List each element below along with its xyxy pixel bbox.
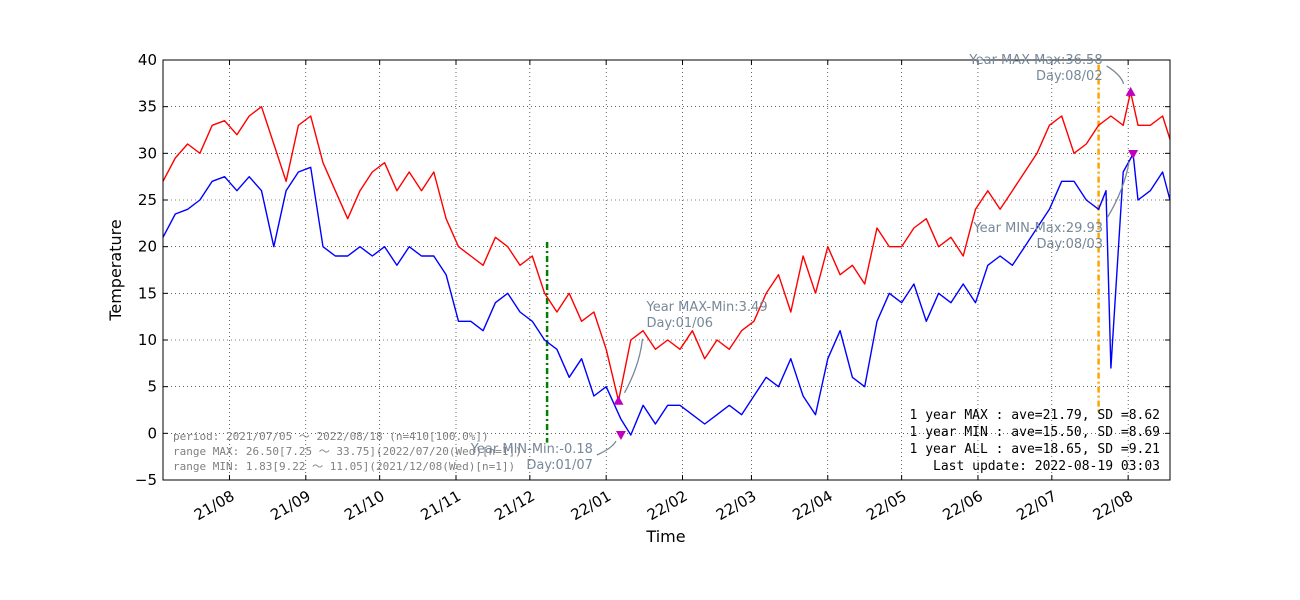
- annotation-text: Day:01/06: [646, 316, 713, 331]
- annotation-arrow: [596, 440, 617, 456]
- y-tick-label: 20: [138, 238, 157, 256]
- y-tick-label: 10: [138, 331, 157, 349]
- min-temperature-line: [162, 153, 1171, 436]
- extreme-markers: [613, 86, 1139, 441]
- annotation-text: Day:01/07: [526, 458, 593, 473]
- max-temperature-line: [162, 91, 1171, 402]
- info-text: period: 2021/07/05 〜 2022/08/18 (n=410[1…: [173, 408, 1160, 474]
- extreme-marker: [1125, 86, 1136, 96]
- y-tick-label: 35: [138, 98, 157, 116]
- extreme-marker: [615, 431, 626, 441]
- annotation-text: Year MAX-Max:36.58: [968, 53, 1102, 68]
- y-tick-label: 30: [138, 144, 157, 162]
- annotation-arrow: [1106, 161, 1130, 219]
- info-right-line: 1 year MIN : ave=15.50, SD =8.69: [910, 425, 1160, 440]
- y-axis-label: Temperature: [106, 219, 125, 321]
- extreme-marker: [1128, 149, 1139, 159]
- annotation-text: Year MAX-Min:3.49: [645, 300, 767, 315]
- annotation-text: Year MIN-Min:-0.18: [470, 442, 593, 457]
- y-tick-label: 25: [138, 191, 157, 209]
- y-tick-label: 40: [138, 51, 157, 69]
- info-left-line: range MIN: 1.83[9.22 〜 11.05](2021/12/08…: [173, 460, 515, 473]
- annotation-text: Year MIN-Max:29.93: [972, 221, 1103, 236]
- annotation-arrow: [623, 338, 644, 394]
- info-left-line: period: 2021/07/05 〜 2022/08/18 (n=410[1…: [173, 430, 489, 443]
- info-right-line: 1 year MAX : ave=21.79, SD =8.62: [910, 408, 1160, 423]
- y-tick-label: −5: [135, 471, 157, 489]
- info-right-line: 1 year ALL : ave=18.65, SD =9.21: [910, 442, 1160, 457]
- x-axis-label: Time: [645, 527, 685, 546]
- extreme-marker: [613, 395, 624, 405]
- y-tick-label: 0: [147, 424, 157, 442]
- y-tick-label: 5: [147, 378, 157, 396]
- info-right-line: Last update: 2022-08-19 03:03: [933, 459, 1160, 474]
- series-lines: [162, 91, 1171, 436]
- info-left-line: range MAX: 26.50[7.25 〜 33.75](2022/07/2…: [173, 445, 522, 458]
- annotation-arrow: [1106, 65, 1125, 85]
- annotation-text: Day:08/02: [1036, 69, 1103, 84]
- annotation-text: Day:08/03: [1036, 237, 1103, 252]
- y-tick-label: 15: [138, 284, 157, 302]
- plot-frame: [162, 59, 1171, 481]
